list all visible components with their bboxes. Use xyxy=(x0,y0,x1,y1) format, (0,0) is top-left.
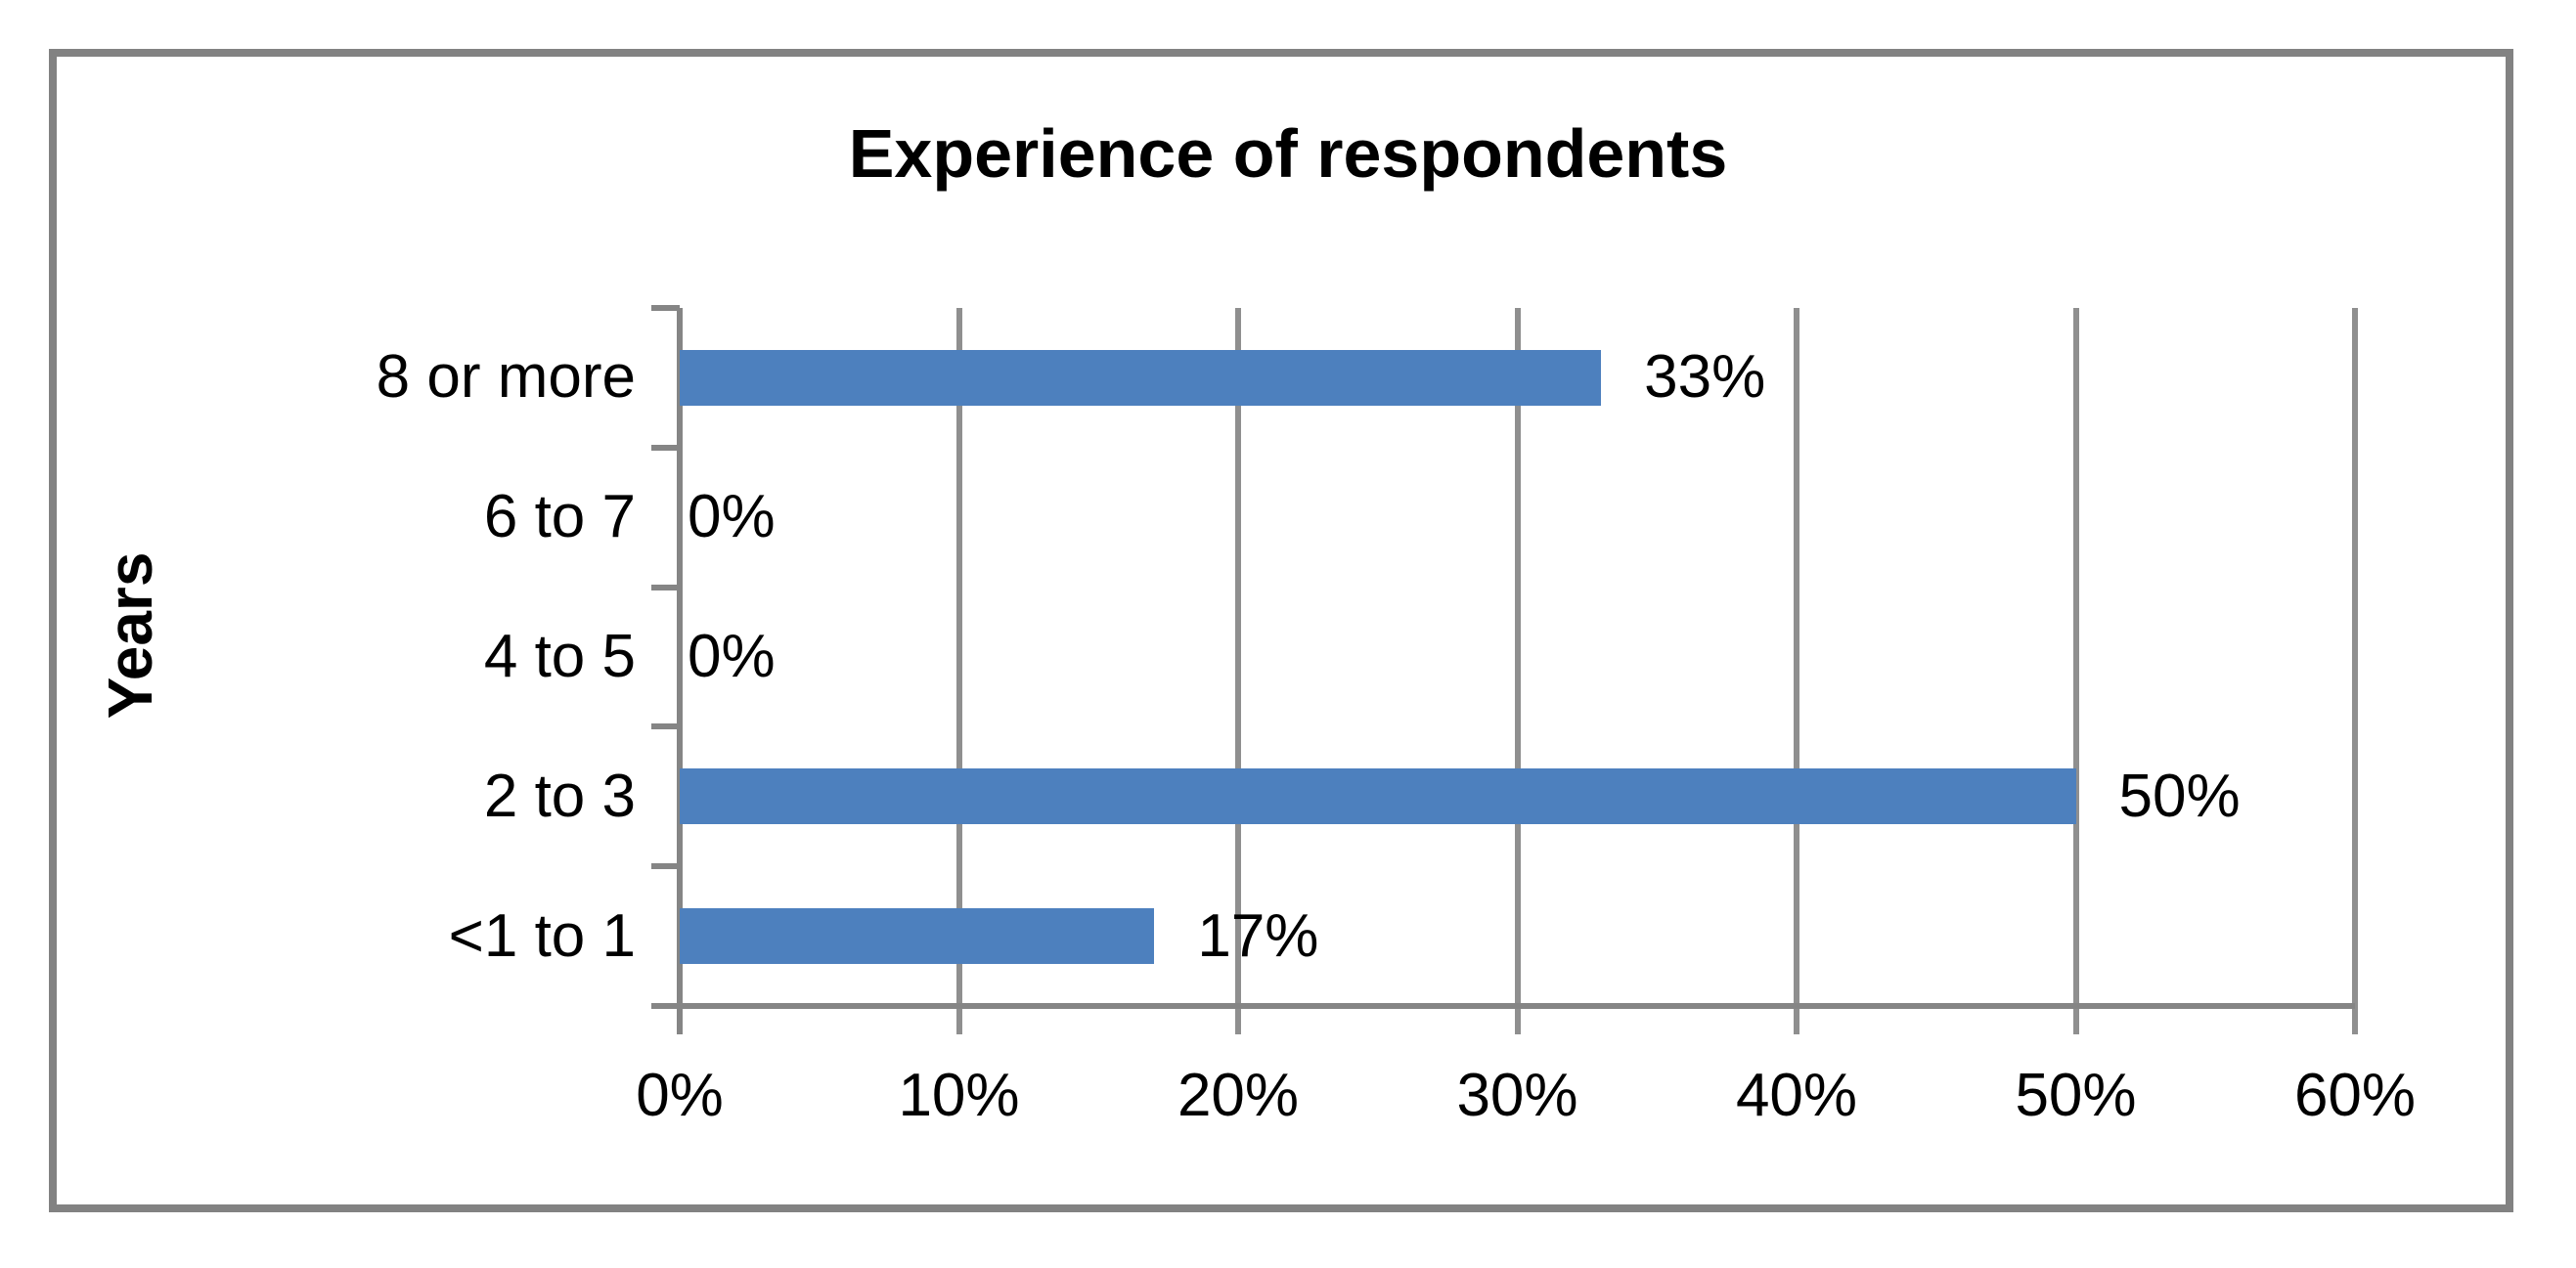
data-label: 0% xyxy=(688,483,776,551)
bar xyxy=(680,349,1602,406)
axis-tick xyxy=(651,444,680,451)
category-label: 2 to 3 xyxy=(483,762,636,830)
gridline xyxy=(1514,308,1521,1034)
gridline xyxy=(955,308,962,1034)
x-axis-line xyxy=(651,1003,2355,1009)
x-tick-label: 30% xyxy=(1456,1062,1578,1129)
axis-tick xyxy=(677,1006,683,1034)
data-label: 0% xyxy=(688,623,776,690)
y-axis-line xyxy=(677,308,683,1006)
x-tick-label: 0% xyxy=(636,1062,724,1129)
x-tick-label: 40% xyxy=(1735,1062,1858,1129)
axis-tick xyxy=(651,305,680,311)
x-tick-label: 60% xyxy=(2293,1062,2417,1129)
x-tick-label: 50% xyxy=(2015,1062,2137,1129)
data-label: 17% xyxy=(1197,901,1319,970)
axis-tick xyxy=(651,584,680,590)
data-label: 33% xyxy=(1644,343,1766,412)
category-label: <1 to 1 xyxy=(448,901,636,970)
gridline xyxy=(1794,308,1799,1034)
gridline xyxy=(2072,308,2079,1034)
bar xyxy=(680,908,1155,965)
data-label: 50% xyxy=(2118,762,2241,830)
axis-tick xyxy=(651,723,680,730)
chart-border xyxy=(49,49,2513,1212)
x-tick-label: 20% xyxy=(1177,1062,1300,1129)
gridline xyxy=(1235,308,1241,1034)
chart-title: Experience of respondents xyxy=(848,115,1728,192)
category-label: 8 or more xyxy=(376,343,636,412)
axis-tick xyxy=(651,863,680,870)
gridline xyxy=(2352,308,2358,1034)
x-tick-label: 10% xyxy=(898,1062,1020,1129)
category-label: 4 to 5 xyxy=(483,623,636,690)
category-label: 6 to 7 xyxy=(483,483,636,551)
bar xyxy=(680,768,2076,825)
